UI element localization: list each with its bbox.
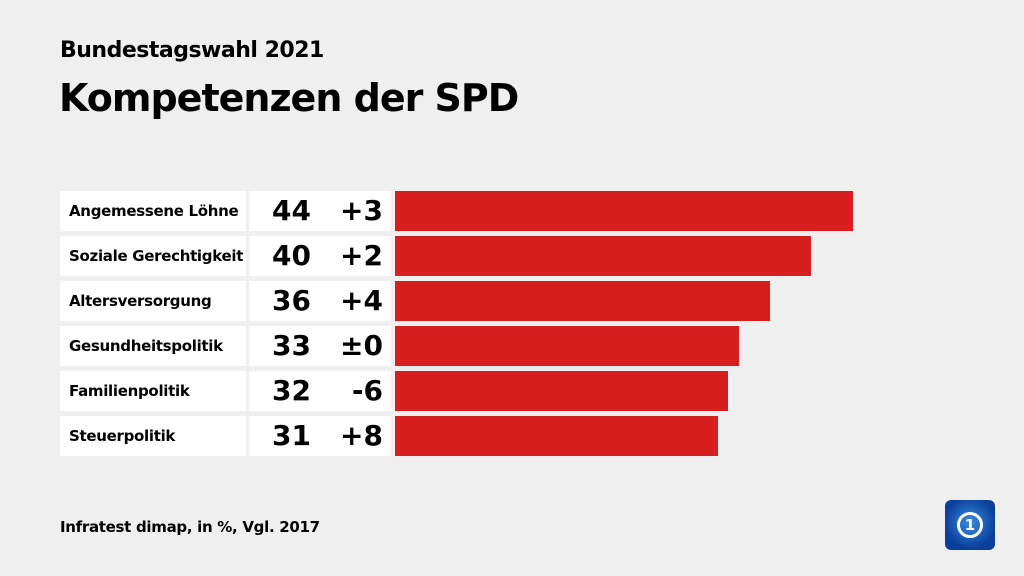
source-note: Infratest dimap, in %, Vgl. 2017 <box>60 518 320 536</box>
value-label: 36 <box>272 284 311 317</box>
change-label: +3 <box>340 194 383 227</box>
bar-row: Gesundheitspolitik 33 ±0 <box>60 326 860 366</box>
bar-row: Steuerpolitik 31 +8 <box>60 416 860 456</box>
change-label: +8 <box>340 419 383 452</box>
value-cell: 33 ±0 <box>249 326 391 366</box>
chart-subtitle: Bundestagswahl 2021 <box>60 38 324 63</box>
bar-row: Familienpolitik 32 -6 <box>60 371 860 411</box>
value-label: 40 <box>272 239 311 272</box>
change-label: +2 <box>340 239 383 272</box>
change-label: +4 <box>340 284 383 317</box>
category-label: Steuerpolitik <box>60 416 246 456</box>
ard-logo-icon: 1 <box>945 500 995 550</box>
category-label: Angemessene Löhne <box>60 191 246 231</box>
value-label: 44 <box>272 194 311 227</box>
chart-title: Kompetenzen der SPD <box>59 76 519 120</box>
bar-row: Soziale Gerechtigkeit 40 +2 <box>60 236 860 276</box>
bar <box>395 191 854 231</box>
value-label: 33 <box>272 329 311 362</box>
bar <box>395 371 729 411</box>
bar <box>395 326 739 366</box>
category-label: Familienpolitik <box>60 371 246 411</box>
bar-row: Altersversorgung 36 +4 <box>60 281 860 321</box>
value-cell: 32 -6 <box>249 371 391 411</box>
value-cell: 31 +8 <box>249 416 391 456</box>
category-label: Altersversorgung <box>60 281 246 321</box>
bar-row: Angemessene Löhne 44 +3 <box>60 191 860 231</box>
category-label: Gesundheitspolitik <box>60 326 246 366</box>
bar <box>395 281 770 321</box>
bar <box>395 416 718 456</box>
change-label: ±0 <box>340 329 383 362</box>
value-cell: 40 +2 <box>249 236 391 276</box>
value-label: 32 <box>272 374 311 407</box>
category-label: Soziale Gerechtigkeit <box>60 236 246 276</box>
value-label: 31 <box>272 419 311 452</box>
value-cell: 44 +3 <box>249 191 391 231</box>
value-cell: 36 +4 <box>249 281 391 321</box>
change-label: -6 <box>351 374 383 407</box>
bar <box>395 236 812 276</box>
